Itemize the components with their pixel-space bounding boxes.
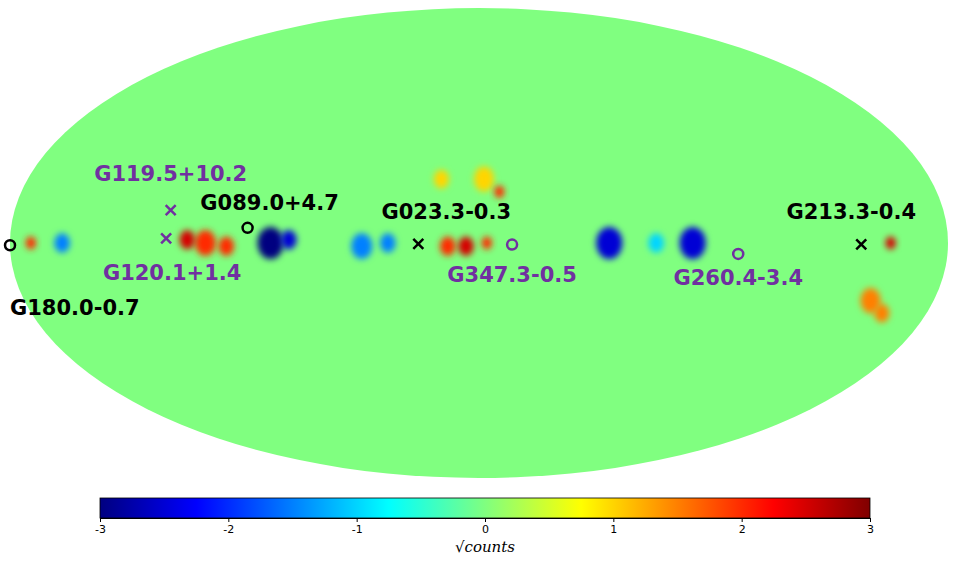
source-label: G347.3-0.5 [447, 263, 577, 287]
tick-mark [228, 518, 229, 522]
residual-patch [494, 185, 504, 198]
marker-o [243, 223, 253, 233]
residual-patch [179, 230, 195, 249]
sky-map [10, 8, 948, 478]
residual-patches [26, 167, 896, 323]
marker-o [733, 249, 743, 259]
marker-x [856, 239, 866, 249]
source-marker [413, 239, 423, 249]
colorbar-axis: -3 -2 -1 0 1 2 3 [95, 518, 874, 536]
residual-patch [351, 233, 372, 259]
source-label: G180.0-0.7 [10, 296, 140, 320]
marker-x [413, 239, 423, 249]
tick: -1 [352, 518, 363, 536]
marker-o [5, 240, 15, 250]
residual-patch [885, 237, 895, 250]
tick: 0 [482, 518, 489, 536]
source-marker [856, 239, 866, 249]
residual-patch [54, 233, 70, 252]
source-label: G120.1+1.4 [103, 261, 241, 285]
residual-patch [458, 237, 474, 256]
figure: G119.5+10.2 G120.1+1.4 G089.0+4.7 G180.0-0.… [0, 0, 958, 561]
source-label: G213.3-0.4 [786, 200, 916, 224]
source-marker [166, 205, 176, 215]
tick-label: 3 [867, 523, 874, 536]
tick-mark [870, 518, 871, 522]
tick-label: 0 [482, 523, 489, 536]
tick-mark [742, 518, 743, 522]
residual-patch [440, 237, 456, 256]
tick-label: -1 [352, 523, 363, 536]
residual-patch [218, 237, 234, 256]
marker-o [507, 240, 517, 250]
residual-patch [380, 233, 396, 252]
tick-label: 2 [739, 523, 746, 536]
marker-x [166, 205, 176, 215]
tick: 3 [867, 518, 874, 536]
tick: -2 [223, 518, 234, 536]
source-marker [243, 223, 253, 233]
residual-patch [281, 230, 297, 249]
residual-patch [195, 230, 216, 256]
tick-label: -2 [223, 523, 234, 536]
source-labels: G119.5+10.2 G120.1+1.4 G089.0+4.7 G180.0-0.… [10, 162, 916, 320]
residual-patch [26, 237, 36, 250]
source-label: G089.0+4.7 [200, 191, 338, 215]
source-label: G023.3-0.3 [381, 200, 511, 224]
tick: 1 [610, 518, 617, 536]
colorbar-label: √counts [455, 538, 515, 556]
tick-mark [100, 518, 101, 522]
source-marker [733, 249, 743, 259]
residual-patch [680, 227, 706, 259]
tick-label: -3 [95, 523, 106, 536]
colorbar [100, 498, 870, 518]
tick: 2 [739, 518, 746, 536]
residual-patch [596, 227, 622, 259]
tick-mark [613, 518, 614, 522]
marker-x [161, 233, 171, 243]
residual-patch [874, 304, 889, 323]
tick: -3 [95, 518, 106, 536]
tick-label: 1 [610, 523, 617, 536]
tick-mark [357, 518, 358, 522]
source-label: G119.5+10.2 [94, 162, 247, 186]
source-marker [5, 240, 15, 250]
residual-patch [474, 167, 494, 192]
tick-mark [485, 518, 486, 522]
residual-patch [258, 227, 284, 259]
source-marker [507, 240, 517, 250]
residual-patch [434, 170, 449, 189]
source-label: G260.4-3.4 [673, 266, 803, 290]
source-marker [161, 233, 171, 243]
residual-patch [482, 237, 492, 250]
residual-patch [648, 233, 664, 252]
